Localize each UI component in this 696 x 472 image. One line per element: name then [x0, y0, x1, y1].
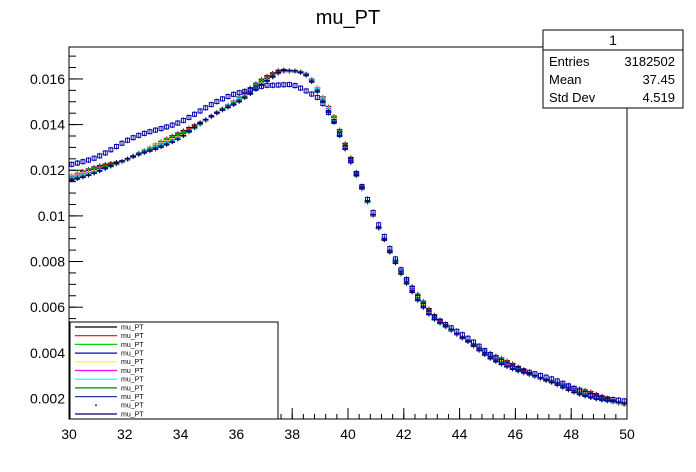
stats-entries-value: 3182502: [624, 54, 675, 69]
stats-mean-label: Mean: [549, 72, 582, 87]
plot-frame: [68, 46, 628, 420]
legend-label-5: mu_PT: [121, 368, 144, 375]
x-tick-label: 30: [61, 426, 77, 442]
x-tick-label: 40: [340, 426, 356, 442]
x-tick-label: 32: [117, 426, 133, 442]
legend-label-4: mu_PT: [121, 359, 144, 366]
x-tick-label: 50: [619, 426, 635, 442]
stats-stddev-value: 4.519: [642, 90, 675, 105]
x-tick-label: 46: [508, 426, 524, 442]
data-marks: [69, 67, 627, 407]
x-tick-label: 38: [284, 426, 300, 442]
legend-label-10: mu_PT: [121, 411, 144, 418]
y-tick-label: 0.008: [30, 254, 65, 270]
stats-box-frame: [542, 29, 684, 109]
y-tick-label: 0.014: [30, 117, 65, 133]
legend-label-7: mu_PT: [121, 385, 144, 392]
stats-mean-value: 37.45: [642, 72, 675, 87]
x-tick-label: 36: [229, 426, 245, 442]
y-tick-label: 0.016: [30, 71, 65, 87]
stats-entries-label: Entries: [549, 54, 590, 69]
stats-box-title: 1: [609, 32, 617, 48]
chart-title: mu_PT: [316, 7, 380, 29]
legend-label-2: mu_PT: [121, 342, 144, 349]
stats-stddev-label: Std Dev: [549, 90, 596, 105]
y-tick-label: 0.006: [30, 299, 65, 315]
y-tick-label: 0.01: [38, 208, 65, 224]
legend-label-8: mu_PT: [121, 394, 144, 401]
legend-label-6: mu_PT: [121, 377, 144, 384]
x-tick-label: 42: [396, 426, 412, 442]
y-tick-label: 0.002: [30, 390, 65, 406]
legend-label-3: mu_PT: [121, 351, 144, 358]
y-tick-label: 0.004: [30, 345, 65, 361]
stats-box: 1 Entries 3182502 Mean 37.45 Std Dev 4.5…: [542, 29, 684, 109]
x-tick-label: 34: [173, 426, 189, 442]
legend-label-0: mu_PT: [121, 324, 144, 331]
legend-marker-9: [95, 404, 97, 407]
legend-label-1: mu_PT: [121, 333, 144, 340]
legend-label-9: mu_PT: [121, 403, 144, 410]
x-tick-label: 48: [563, 426, 579, 442]
y-tick-label: 0.012: [30, 162, 65, 178]
legend: mu_PTmu_PTmu_PTmu_PTmu_PTmu_PTmu_PTmu_PT…: [69, 321, 279, 420]
x-tick-label: 44: [452, 426, 468, 442]
series-markers: [69, 81, 627, 404]
axes: 30 32 34 36 38 40 42 44 46 48 50 0.002 0.004 0.006 0.0…: [30, 55, 635, 442]
